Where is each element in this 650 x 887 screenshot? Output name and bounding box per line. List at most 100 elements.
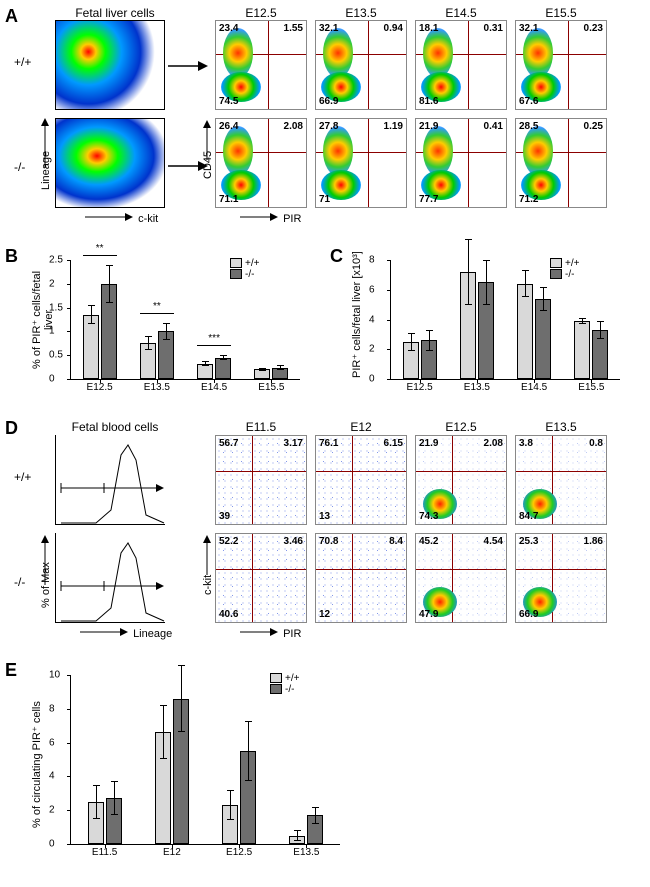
panel-a-col-title: E14.5 (415, 6, 507, 20)
legend: +/+ -/- (270, 673, 299, 695)
ytick: 8 (369, 255, 375, 266)
panel-d-histo-xlabel-text: Lineage (133, 628, 172, 640)
panel-c-chart: PIR⁺ cells/fetal liver [x10³] 02468E12.5… (380, 250, 640, 395)
xtick: E13.5 (464, 382, 490, 393)
ytick: 1.5 (49, 302, 63, 313)
ytick: 2 (369, 344, 375, 355)
xtick: E12.5 (407, 382, 433, 393)
xtick: E15.5 (578, 382, 604, 393)
panel-d-small-ko-0: 52.2 3.46 40.6 (215, 533, 307, 623)
panel-a-small-wt-1: 32.1 0.94 66.9 (315, 20, 407, 110)
ytick: 4 (49, 771, 55, 782)
panel-e-chart: % of circulating PIR⁺ cells 0246810E11.5… (60, 665, 360, 865)
panel-a-col-title: E15.5 (515, 6, 607, 20)
ytick: 10 (49, 670, 60, 681)
arrow-up-icon (40, 535, 50, 585)
panel-d-histo-ko (55, 533, 165, 623)
panel-a-ko-label: -/- (14, 160, 25, 174)
xtick: E13.5 (293, 847, 319, 858)
panel-a-wt-label: +/+ (14, 55, 31, 69)
panel-a-small-ko-3: 28.5 0.25 71.2 (515, 118, 607, 208)
arrow-right-icon (240, 627, 280, 637)
significance-marker: *** (199, 333, 229, 344)
ytick: 0.5 (49, 350, 63, 361)
panel-a-small-ko-2: 21.9 0.41 77.7 (415, 118, 507, 208)
bar-wt (83, 315, 99, 379)
flow-arrow-wt-icon (168, 60, 208, 72)
panel-d-letter: D (5, 418, 18, 439)
bar-wt (574, 321, 590, 379)
bar-ko (535, 299, 551, 379)
panel-c-plot: 02468E12.5E13.5E14.5E15.5+/+ -/- (390, 260, 620, 380)
arrow-up-icon (202, 120, 212, 160)
ytick: 1 (49, 326, 55, 337)
panel-d-histo-title: Fetal blood cells (60, 420, 170, 434)
xtick: E12.5 (226, 847, 252, 858)
arrow-right-icon (80, 627, 130, 637)
panel-b-letter: B (5, 246, 18, 267)
panel-d-col-title: E12.5 (415, 420, 507, 434)
panel-d-small-ko-1: 70.8 8.4 12 (315, 533, 407, 623)
panel-b-chart: % of PIR⁺ cells/fetal liver 00.511.522.5… (60, 250, 320, 395)
xtick: E14.5 (521, 382, 547, 393)
xtick: E12 (163, 847, 181, 858)
panel-a-big-xlabel-text: c-kit (138, 213, 158, 225)
panel-a-small-xlabel-text: PIR (283, 213, 301, 225)
xtick: E13.5 (144, 382, 170, 393)
xtick: E12.5 (87, 382, 113, 393)
panel-a-small-wt-3: 32.1 0.23 67.6 (515, 20, 607, 110)
bar-wt (517, 284, 533, 379)
panel-a-density-wt (55, 20, 165, 110)
panel-a-big-title: Fetal liver cells (60, 6, 170, 20)
ytick: 0 (49, 839, 55, 850)
panel-b-plot: 00.511.522.5E12.5**E13.5**E14.5***E15.5+… (70, 260, 300, 380)
panel-e-ylabel: % of circulating PIR⁺ cells (30, 685, 43, 845)
panel-d-col-title: E11.5 (215, 420, 307, 434)
ytick: 6 (369, 284, 375, 295)
panel-d-small-ko-3: 25.3 1.86 66.9 (515, 533, 607, 623)
ytick: 2 (49, 278, 55, 289)
panel-a-density-ko (55, 118, 165, 208)
panel-d-col-title: E13.5 (515, 420, 607, 434)
panel-d-histo-wt (55, 435, 165, 525)
arrow-up-icon (40, 118, 50, 168)
panel-a-small-wt-0: 23.4 1.55 74.5 (215, 20, 307, 110)
panel-d-small-wt-2: 21.9 2.08 74.3 (415, 435, 507, 525)
panel-d-small-xlabel: PIR (240, 627, 301, 640)
panel-d-wt-label: +/+ (14, 470, 31, 484)
xtick: E15.5 (258, 382, 284, 393)
ytick: 8 (49, 703, 55, 714)
significance-marker: ** (85, 243, 115, 254)
xtick: E14.5 (201, 382, 227, 393)
ytick: 2.5 (49, 255, 63, 266)
legend: +/+ -/- (230, 258, 259, 280)
legend: +/+ -/- (550, 258, 579, 280)
bar-ko (215, 358, 231, 379)
panel-d-small-wt-3: 3.8 0.8 84.7 (515, 435, 607, 525)
ytick: 6 (49, 737, 55, 748)
panel-d-small-wt-0: 56.7 3.17 39 (215, 435, 307, 525)
arrow-right-icon (240, 212, 280, 222)
ytick: 2 (49, 805, 55, 816)
panel-a-col-title: E12.5 (215, 6, 307, 20)
panel-d-small-ko-2: 45.2 4.54 47.9 (415, 533, 507, 623)
xtick: E11.5 (92, 847, 117, 858)
panel-a-big-xlabel: c-kit (85, 212, 158, 225)
ytick: 0 (369, 374, 375, 385)
panel-a-col-title: E13.5 (315, 6, 407, 20)
arrow-up-icon (202, 535, 212, 575)
panel-d-small-wt-1: 76.1 6.15 13 (315, 435, 407, 525)
panel-c-ylabel: PIR⁺ cells/fetal liver [x10³] (350, 250, 363, 380)
panel-e-plot: 0246810E11.5E12E12.5E13.5+/+ -/- (70, 675, 340, 845)
panel-a-letter: A (5, 6, 18, 27)
panel-a-small-wt-2: 18.1 0.31 81.6 (415, 20, 507, 110)
panel-d-ko-label: -/- (14, 575, 25, 589)
panel-a-small-ko-0: 26.4 2.08 71.1 (215, 118, 307, 208)
panel-d-histo-xlabel: Lineage (80, 627, 172, 640)
panel-d-small-xlabel-text: PIR (283, 628, 301, 640)
ytick: 4 (369, 314, 375, 325)
panel-e-letter: E (5, 660, 17, 681)
panel-a-small-ko-1: 27.8 1.19 71 (315, 118, 407, 208)
panel-a-small-xlabel: PIR (240, 212, 301, 225)
arrow-right-icon (85, 212, 135, 222)
